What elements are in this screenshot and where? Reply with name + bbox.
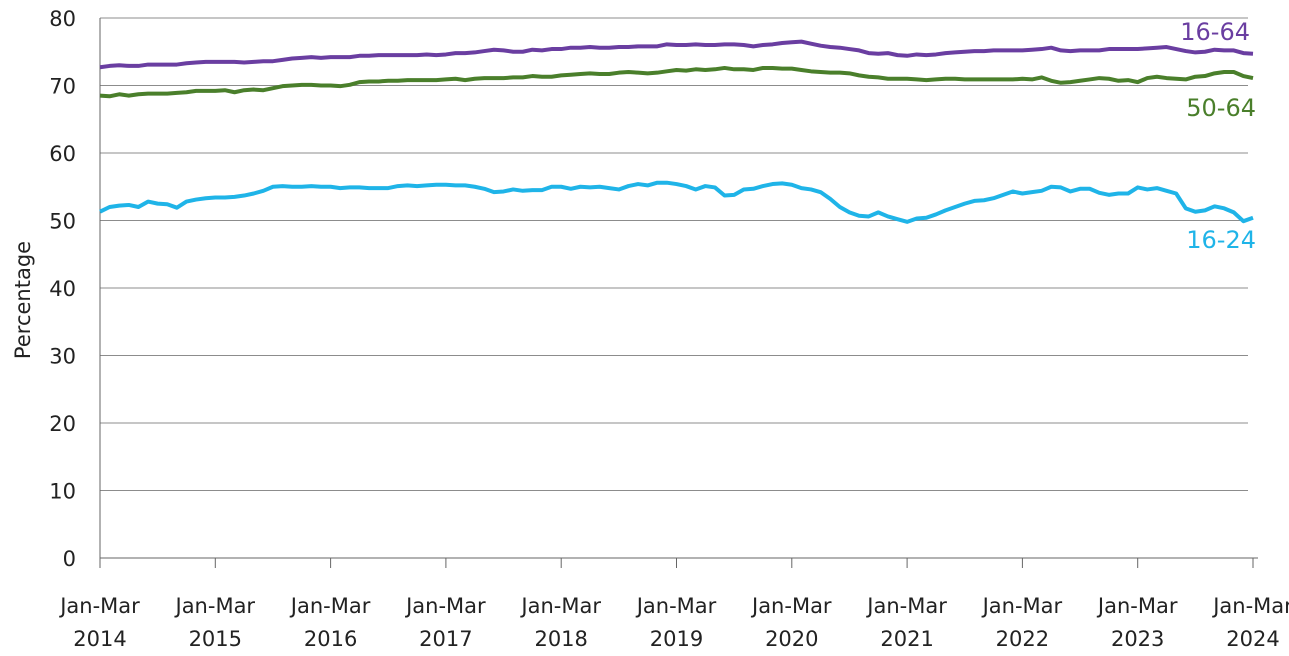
x-tick-label: Jan-Mar 2014: [60, 594, 140, 651]
x-tick-label: Jan-Mar 2020: [752, 594, 832, 651]
y-tick-label: 20: [49, 412, 76, 436]
x-tick-label: Jan-Mar 2019: [636, 594, 717, 651]
x-tick-label: Jan-Mar 2023: [1097, 594, 1178, 651]
x-tick-label: Jan-Mar 2022: [982, 594, 1063, 651]
y-tick-label: 60: [49, 142, 76, 166]
x-tick-label: Jan-Mar 2024: [1213, 594, 1289, 651]
y-tick-label: 40: [49, 277, 76, 301]
y-tick-label: 70: [49, 75, 76, 99]
y-tick-label: 30: [49, 345, 76, 369]
series-line: [99, 180, 1254, 224]
series-label: 50-64: [1186, 94, 1256, 122]
y-tick-label: 80: [49, 7, 76, 31]
x-tick-label: Jan-Mar 2016: [290, 594, 371, 651]
series-label: 16-64: [1180, 18, 1250, 46]
y-axis-label: Percentage: [11, 241, 35, 359]
series-line: [99, 39, 1254, 70]
y-tick-label: 50: [49, 210, 76, 234]
y-tick-label: 0: [63, 547, 76, 571]
y-tick-label: 10: [49, 480, 76, 504]
series-label: 16-24: [1186, 226, 1256, 254]
x-tick-label: Jan-Mar 2017: [406, 594, 486, 651]
x-tick-label: Jan-Mar 2018: [521, 594, 601, 651]
x-tick-label: Jan-Mar 2015: [175, 594, 256, 651]
x-tick-label: Jan-Mar 2021: [867, 594, 947, 651]
series-line: [99, 65, 1254, 99]
